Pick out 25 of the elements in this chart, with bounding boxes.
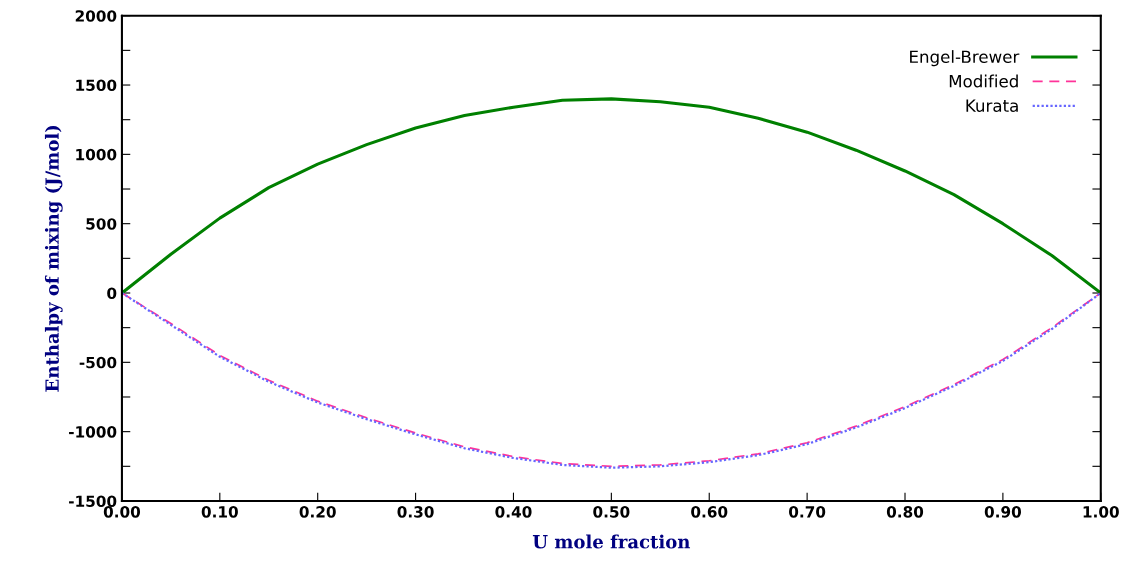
y-tick-label: 0 [107, 287, 117, 300]
x-tick-label: 0.90 [984, 506, 1022, 518]
x-tick-label: 0.00 [103, 506, 141, 518]
x-tick-label: 0.60 [691, 506, 728, 518]
x-tick-label: 0.30 [397, 506, 434, 518]
x-axis-title: U mole fraction [532, 534, 691, 549]
y-tick-label: -500 [79, 356, 117, 369]
y-tick-label: -1000 [69, 426, 117, 438]
y-tick-label: -1500 [69, 495, 117, 507]
x-tick-label: 0.50 [593, 506, 630, 518]
legend-label: Modified [949, 74, 1018, 88]
y-tick-label: 2000 [75, 10, 117, 22]
x-tick-label: 0.40 [495, 506, 532, 518]
y-tick-label: 500 [86, 218, 117, 230]
y-tick-label: 1500 [76, 79, 117, 92]
legend-label: Kurata [966, 99, 1018, 112]
y-axis-title: Enthalpy of mixing (J/mol) [44, 125, 63, 392]
y-tick-label: 1000 [76, 148, 117, 161]
x-tick-label: 0.20 [299, 506, 336, 518]
x-tick-label: 1.00 [1083, 506, 1119, 518]
legend-label: Engel-Brewer [910, 50, 1020, 67]
x-tick-label: 0.10 [201, 506, 238, 518]
x-tick-label: 0.70 [789, 506, 826, 518]
line-series [121, 97, 1101, 295]
x-tick-label: 0.80 [886, 506, 924, 518]
